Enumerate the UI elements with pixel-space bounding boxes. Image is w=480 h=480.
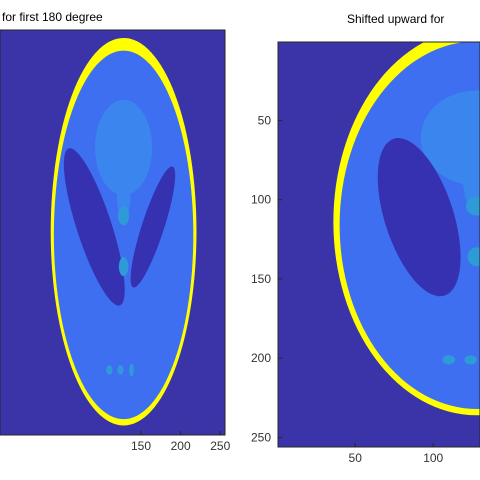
x-tick-label: 250: [210, 439, 230, 453]
left-axes-frame: [0, 29, 226, 436]
bottom-dot-2-region: [464, 355, 477, 365]
right-axes-frame: [277, 41, 480, 448]
lower-dot-region: [467, 247, 480, 267]
right-axis-ticks: 50 100 50 100 150 200 250: [251, 113, 444, 465]
left-ventricle-region: [377, 138, 461, 297]
y-tick-label: 150: [251, 272, 271, 286]
x-tick-label: 150: [131, 439, 151, 453]
lower-dot-region: [118, 257, 129, 277]
brain-region: [53, 50, 194, 420]
bottom-dot-3-region: [129, 363, 134, 377]
bottom-dot-2-region: [117, 365, 124, 375]
center-dot-region: [118, 206, 130, 226]
y-tick-label: 250: [251, 430, 271, 444]
left-ventricle-region: [63, 148, 125, 306]
right-phantom-panel: [278, 42, 480, 447]
lesion-stem-region: [116, 152, 131, 223]
y-tick-label: 100: [251, 193, 271, 207]
center-dot-region: [465, 196, 480, 216]
y-tick-label: 200: [251, 351, 271, 365]
left-panel-title: for first 180 degree: [2, 10, 103, 24]
left-axis-ticks: 150 200 250: [131, 431, 231, 453]
upper-lesion-region: [95, 99, 153, 196]
bottom-dot-1-region: [106, 365, 113, 375]
right-panel-title: Shifted upward for: [347, 12, 444, 26]
lesion-stem-region: [462, 142, 480, 213]
x-tick-label: 100: [423, 451, 443, 465]
bottom-dot-1-region: [442, 355, 456, 365]
x-tick-label: 200: [171, 439, 191, 453]
left-phantom-panel: [0, 30, 225, 435]
y-tick-label: 50: [258, 113, 272, 127]
x-tick-label: 50: [349, 451, 363, 465]
right-ventricle-region: [130, 166, 176, 288]
